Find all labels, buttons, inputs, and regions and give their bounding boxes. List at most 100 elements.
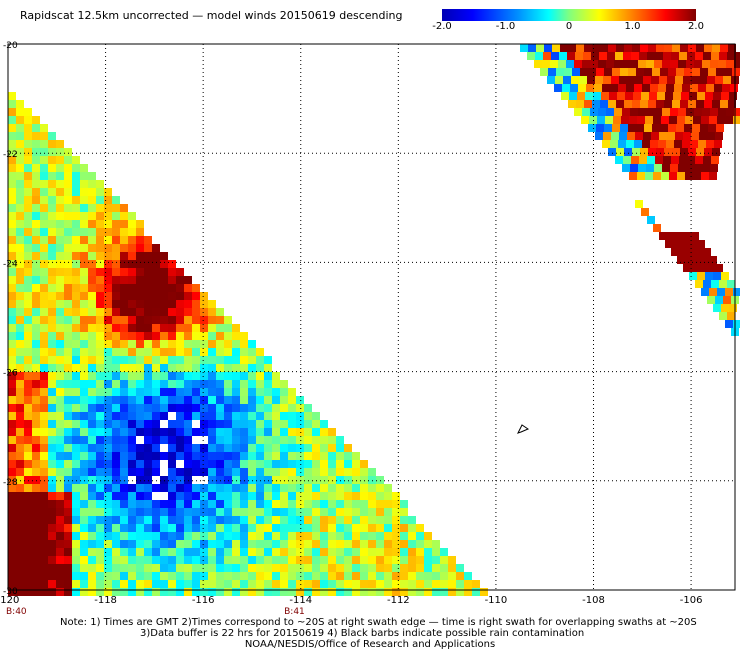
swath-cell <box>200 356 208 364</box>
swath-cell <box>368 524 376 532</box>
swath-cell <box>72 460 80 468</box>
swath-cell <box>112 476 120 484</box>
swath-cell <box>424 588 432 596</box>
swath-cell <box>280 388 288 396</box>
swath-cell <box>288 420 296 428</box>
swath-cell <box>56 324 64 332</box>
swath-cell <box>128 364 136 372</box>
swath-cell <box>144 532 152 540</box>
swath-cell <box>695 248 703 256</box>
swath-cell <box>272 572 280 580</box>
swath-cell <box>248 548 256 556</box>
swath-cell <box>184 588 192 596</box>
swath-cell <box>128 556 136 564</box>
swath-cell <box>168 508 176 516</box>
swath-cell <box>160 476 168 484</box>
swath-cell <box>40 308 48 316</box>
swath-cell <box>724 68 732 76</box>
swath-cell <box>40 500 48 508</box>
swath-cell <box>599 52 607 60</box>
swath-cell <box>168 300 176 308</box>
swath-cell <box>224 588 232 596</box>
swath-cell <box>240 388 248 396</box>
swath-cell <box>16 492 24 500</box>
swath-cell <box>272 532 280 540</box>
swath-cell <box>24 132 32 140</box>
swath-cell <box>192 524 200 532</box>
swath-cell <box>176 404 184 412</box>
swath-cell <box>232 356 240 364</box>
swath-cell <box>88 284 96 292</box>
swath-cell <box>456 564 464 572</box>
swath-cell <box>200 292 208 300</box>
swath-cell <box>176 268 184 276</box>
swath-cell <box>96 292 104 300</box>
swath-cell <box>280 532 288 540</box>
swath-cell <box>48 332 56 340</box>
swath-cell <box>112 540 120 548</box>
swath-cell <box>64 300 72 308</box>
swath-cell <box>56 452 64 460</box>
swath-cell <box>152 532 160 540</box>
swath-cell <box>152 380 160 388</box>
swath-cell <box>200 588 208 596</box>
swath-cell <box>96 380 104 388</box>
swath-cell <box>72 340 80 348</box>
swath-cell <box>112 196 120 204</box>
swath-cell <box>408 580 416 588</box>
swath-cell <box>16 164 24 172</box>
swath-cell <box>697 272 705 280</box>
swath-cell <box>160 524 168 532</box>
swath-cell <box>40 388 48 396</box>
swath-cell <box>88 364 96 372</box>
swath-cell <box>96 580 104 588</box>
swath-cell <box>224 468 232 476</box>
lat-lon-grid <box>7 43 736 591</box>
swath-cell <box>176 540 184 548</box>
swath-cell <box>88 316 96 324</box>
swath-cell <box>192 452 200 460</box>
swath-cell <box>144 420 152 428</box>
swath-cell <box>709 256 717 264</box>
swath-cell <box>80 516 88 524</box>
swath-cell <box>216 324 224 332</box>
swath-cell <box>56 156 64 164</box>
swath-cell <box>352 492 360 500</box>
swath-cell <box>64 260 72 268</box>
swath-cell <box>700 68 708 76</box>
swath-cell <box>680 44 688 52</box>
swath-cell <box>725 116 733 124</box>
swath-cell <box>658 140 666 148</box>
swath-cell <box>654 60 662 68</box>
swath-cell <box>88 500 96 508</box>
swath-cell <box>96 388 104 396</box>
swath-cell <box>104 412 112 420</box>
swath-cell <box>120 204 128 212</box>
swath-cell <box>40 484 48 492</box>
swath-cell <box>184 420 192 428</box>
swath-cell <box>352 452 360 460</box>
map-title: Rapidscat 12.5km uncorrected — model win… <box>20 9 403 22</box>
swath-cell <box>72 356 80 364</box>
swath-cell <box>336 508 344 516</box>
swath-cell <box>8 196 16 204</box>
swath-cell <box>128 428 136 436</box>
swath-cell <box>424 540 432 548</box>
swath-cell <box>703 248 711 256</box>
swath-cell <box>128 372 136 380</box>
swath-cell <box>691 76 699 84</box>
swath-cell <box>336 444 344 452</box>
longitude-label: -112 <box>387 595 410 606</box>
swath-cell <box>200 316 208 324</box>
swath-cell <box>48 316 56 324</box>
swath-cell <box>320 588 328 596</box>
swath-cell <box>80 284 88 292</box>
swath-cell <box>569 92 577 100</box>
swath-cell <box>128 228 136 236</box>
swath-cell <box>128 484 136 492</box>
swath-cell <box>48 204 56 212</box>
swath-cell <box>256 476 264 484</box>
swath-cell <box>152 428 160 436</box>
swath-cell <box>160 268 168 276</box>
swath-cell <box>384 548 392 556</box>
